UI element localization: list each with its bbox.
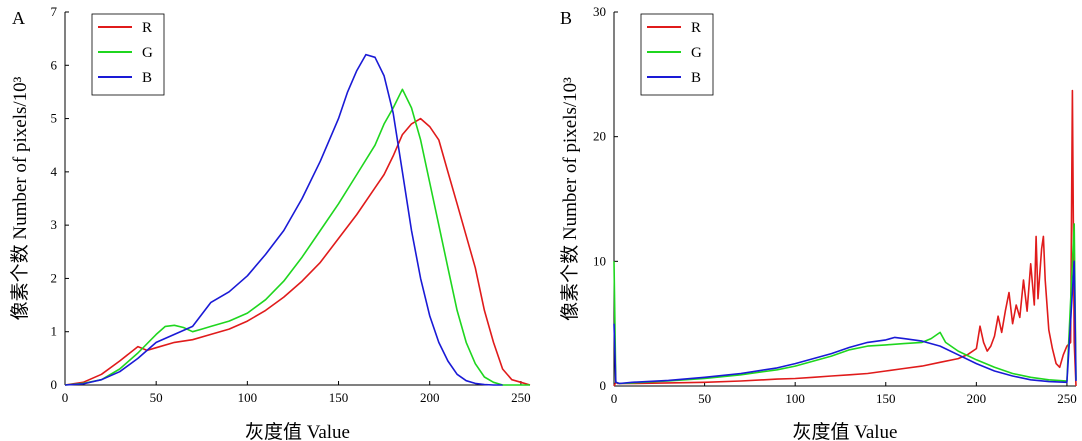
series-line-r [64,117,531,386]
y-tick-label: 30 [593,4,606,19]
series-line-r [613,89,1077,387]
y-tick-label: 7 [51,4,58,19]
x-tick-label: 50 [150,390,163,405]
legend-label-b: B [691,70,701,86]
legend-label-b: B [142,70,152,86]
series-line-b [613,260,1077,385]
legend-label-r: R [142,20,152,36]
legend-label-g: G [142,45,153,61]
legend-label-g: G [691,45,702,61]
x-tick-label: 100 [238,390,258,405]
x-tick-label: 0 [611,391,618,406]
y-axis-label: 像素个数 Number of pixels/10³ [559,77,581,321]
y-tick-label: 5 [51,111,58,126]
series-line-g [613,223,1077,385]
panel-label: B [560,8,572,28]
y-tick-label: 3 [51,217,58,232]
x-tick-label: 250 [511,390,531,405]
y-tick-label: 20 [593,129,606,144]
y-tick-label: 6 [51,57,58,72]
x-tick-label: 150 [329,390,349,405]
y-tick-label: 10 [593,253,606,268]
x-axis-label: 灰度值 Value [792,421,897,441]
series-line-b [64,53,503,386]
panel-label: A [12,8,25,28]
y-tick-label: 4 [51,164,58,179]
x-tick-label: 250 [1057,391,1077,406]
y-tick-label: 1 [51,324,58,339]
y-axis-label: 像素个数 Number of pixels/10³ [9,76,31,320]
x-tick-label: 200 [420,390,440,405]
x-tick-label: 0 [62,390,69,405]
series-line-g [64,88,530,386]
x-tick-label: 200 [967,391,987,406]
x-tick-label: 50 [698,391,711,406]
legend-label-r: R [691,20,701,36]
y-tick-label: 0 [51,377,58,392]
x-axis-label: 灰度值 Value [245,421,350,441]
x-tick-label: 100 [785,391,805,406]
chart-panel-a: A 0 50 100 150 200 250 0 1 2 3 4 5 6 7 灰度值 Value 像素个数 Nu… [9,4,531,441]
chart-panel-b: B 0 50 100 150 200 250 0 10 20 30 灰度值 Value 像素个数 Num… [559,4,1077,441]
y-tick-label: 2 [51,270,58,285]
x-tick-label: 150 [876,391,896,406]
y-tick-label: 0 [600,378,607,393]
